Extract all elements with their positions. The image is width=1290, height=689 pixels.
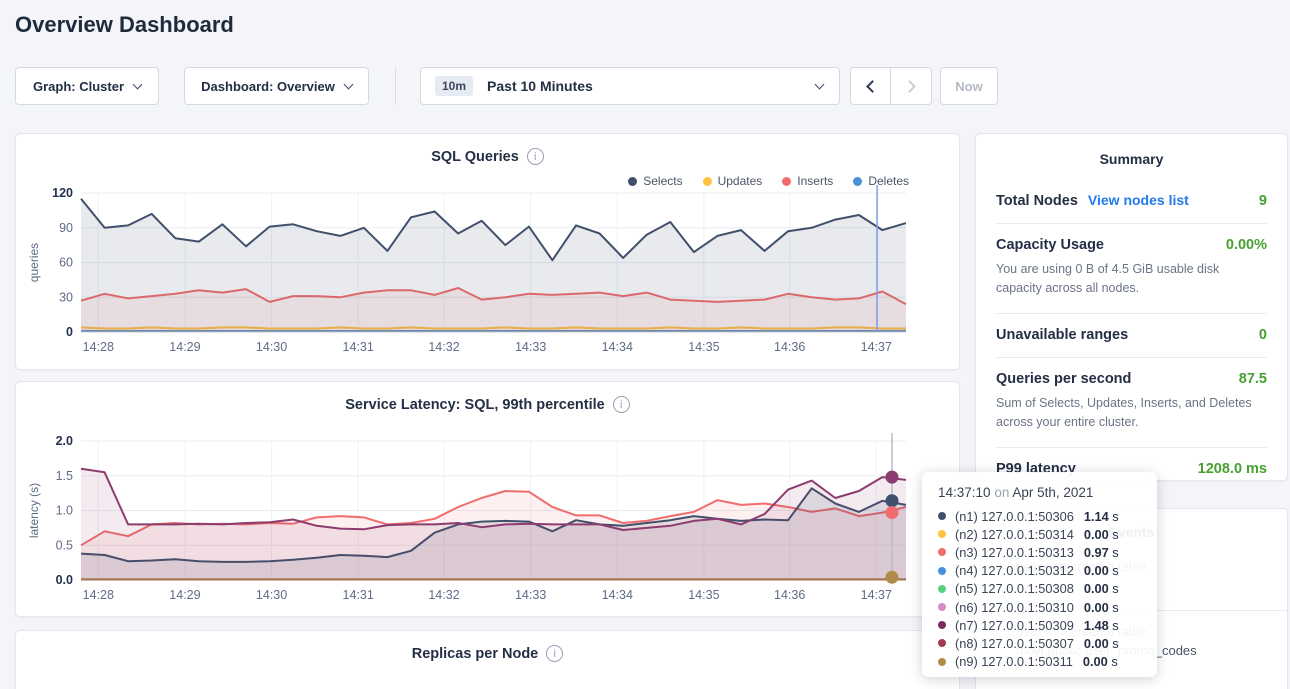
overview-dashboard-page: Overview Dashboard Graph: Cluster Dashbo…	[0, 0, 1290, 689]
svg-text:0: 0	[66, 325, 73, 339]
info-icon[interactable]: i	[546, 645, 563, 662]
series-dot-icon	[938, 585, 946, 593]
tooltip-row-n4: (n4) 127.0.0.1:503120.00 s	[938, 562, 1143, 580]
svg-text:14:29: 14:29	[169, 588, 200, 602]
svg-text:60: 60	[59, 256, 73, 270]
svg-text:14:30: 14:30	[256, 588, 287, 602]
tooltip-timestamp: 14:37:10 on Apr 5th, 2021	[938, 485, 1143, 500]
time-range-selector[interactable]: 10m Past 10 Minutes	[420, 67, 840, 105]
summary-item-queries-per-second: Queries per second 87.5 Sum of Selects, …	[996, 358, 1267, 448]
tooltip-row-n5: (n5) 127.0.0.1:503080.00 s	[938, 580, 1143, 598]
sql-queries-chart-card: SQL Queries i Selects Updates Inserts De…	[15, 133, 960, 370]
svg-text:14:33: 14:33	[515, 588, 546, 602]
svg-text:14:35: 14:35	[688, 588, 719, 602]
svg-text:queries: queries	[27, 243, 41, 282]
series-dot-icon	[938, 658, 946, 666]
graph-scope-label: Graph: Cluster	[33, 79, 124, 94]
graph-scope-dropdown[interactable]: Graph: Cluster	[15, 67, 159, 105]
svg-text:14:37: 14:37	[861, 340, 892, 354]
capacity-usage-description: You are using 0 B of 4.5 GiB usable disk…	[996, 260, 1267, 299]
unavailable-ranges-value: 0	[1259, 327, 1267, 343]
queries-per-second-label: Queries per second	[996, 371, 1131, 387]
now-button[interactable]: Now	[940, 67, 998, 105]
tooltip-row-n9: (n9) 127.0.0.1:503110.00 s	[938, 653, 1143, 671]
page-title: Overview Dashboard	[15, 12, 234, 38]
tooltip-row-n7: (n7) 127.0.0.1:503091.48 s	[938, 616, 1143, 634]
time-range-badge: 10m	[435, 76, 473, 96]
svg-text:14:31: 14:31	[343, 588, 374, 602]
view-nodes-list-link[interactable]: View nodes list	[1088, 192, 1189, 208]
p99-latency-value: 1208.0 ms	[1198, 461, 1267, 477]
toolbar-divider	[395, 67, 396, 105]
svg-text:14:36: 14:36	[774, 340, 805, 354]
tooltip-row-n6: (n6) 127.0.0.1:503100.00 s	[938, 598, 1143, 616]
svg-text:0.5: 0.5	[56, 538, 73, 552]
sql-queries-chart-plot[interactable]: 0 30 60 90 120 14:28 14:29 14:30 14:31 14:32 14:33…	[16, 134, 959, 369]
chevron-down-icon	[343, 79, 353, 89]
summary-item-total-nodes: Total Nodes View nodes list 9	[996, 179, 1267, 224]
time-forward-button[interactable]	[891, 68, 931, 104]
chevron-down-icon	[815, 79, 825, 89]
tooltip-row-n3: (n3) 127.0.0.1:503130.97 s	[938, 543, 1143, 561]
replicas-per-node-chart-card: Replicas per Node i	[15, 630, 960, 689]
svg-text:14:28: 14:28	[83, 340, 114, 354]
svg-text:14:37: 14:37	[861, 588, 892, 602]
chart-title-replicas-per-node: Replicas per Node	[412, 646, 539, 662]
chart-hover-tooltip: 14:37:10 on Apr 5th, 2021 (n1) 127.0.0.1…	[922, 472, 1157, 677]
svg-text:120: 120	[52, 186, 73, 200]
svg-text:1.0: 1.0	[56, 504, 73, 518]
dashboard-dropdown-label: Dashboard: Overview	[201, 79, 335, 94]
svg-text:14:36: 14:36	[774, 588, 805, 602]
total-nodes-value: 9	[1259, 193, 1267, 209]
svg-text:14:33: 14:33	[515, 340, 546, 354]
svg-text:14:28: 14:28	[83, 588, 114, 602]
capacity-usage-value: 0.00%	[1226, 237, 1267, 253]
tooltip-row-n8: (n8) 127.0.0.1:503070.00 s	[938, 634, 1143, 652]
queries-per-second-description: Sum of Selects, Updates, Inserts, and De…	[996, 394, 1267, 433]
svg-text:1.5: 1.5	[56, 469, 73, 483]
svg-text:14:29: 14:29	[169, 340, 200, 354]
total-nodes-label: Total Nodes	[996, 193, 1078, 209]
time-range-label: Past 10 Minutes	[487, 78, 593, 94]
series-dot-icon	[938, 548, 946, 556]
svg-text:14:31: 14:31	[343, 340, 374, 354]
chevron-right-icon	[903, 80, 916, 93]
svg-text:14:32: 14:32	[428, 588, 459, 602]
svg-text:30: 30	[59, 290, 73, 304]
now-button-label: Now	[955, 79, 982, 94]
time-back-button[interactable]	[851, 68, 891, 104]
tooltip-row-n1: (n1) 127.0.0.1:503061.14 s	[938, 507, 1143, 525]
svg-text:14:30: 14:30	[256, 340, 287, 354]
series-dot-icon	[938, 567, 946, 575]
chevron-left-icon	[866, 80, 879, 93]
summary-item-capacity-usage: Capacity Usage 0.00% You are using 0 B o…	[996, 224, 1267, 314]
svg-text:90: 90	[59, 221, 73, 235]
series-dot-icon	[938, 621, 946, 629]
series-dot-icon	[938, 639, 946, 647]
svg-text:latency (s): latency (s)	[27, 483, 41, 538]
queries-per-second-value: 87.5	[1239, 371, 1267, 387]
service-latency-chart-plot[interactable]: 0.0 0.5 1.0 1.5 2.0 14:28 14:29 14:30 14:31 14:32…	[16, 382, 959, 616]
summary-heading: Summary	[996, 134, 1267, 179]
unavailable-ranges-label: Unavailable ranges	[996, 327, 1128, 343]
service-latency-chart-card: Service Latency: SQL, 99th percentile i …	[15, 381, 960, 617]
svg-text:0.0: 0.0	[56, 573, 73, 587]
summary-panel: Summary Total Nodes View nodes list 9 Ca…	[975, 133, 1288, 481]
series-dot-icon	[938, 512, 946, 520]
series-dot-icon	[938, 530, 946, 538]
chevron-down-icon	[133, 79, 143, 89]
svg-text:2.0: 2.0	[56, 434, 73, 448]
series-dot-icon	[938, 603, 946, 611]
summary-item-unavailable-ranges: Unavailable ranges 0	[996, 314, 1267, 358]
dashboard-dropdown[interactable]: Dashboard: Overview	[184, 67, 369, 105]
svg-text:14:34: 14:34	[602, 340, 633, 354]
tooltip-row-n2: (n2) 127.0.0.1:503140.00 s	[938, 525, 1143, 543]
svg-text:14:32: 14:32	[428, 340, 459, 354]
time-nav-group	[850, 67, 932, 105]
svg-text:14:35: 14:35	[688, 340, 719, 354]
capacity-usage-label: Capacity Usage	[996, 237, 1104, 253]
svg-text:14:34: 14:34	[602, 588, 633, 602]
